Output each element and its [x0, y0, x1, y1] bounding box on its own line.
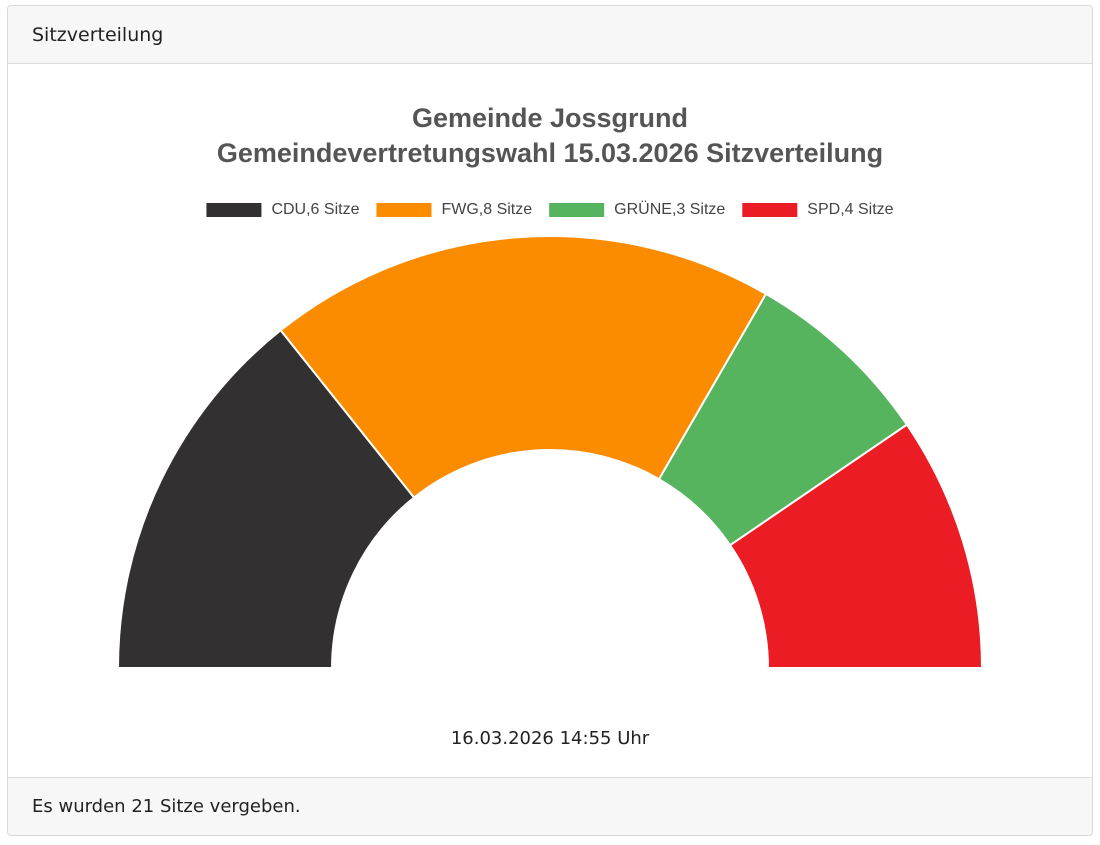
legend-label: GRÜNE,3 Sitze	[614, 200, 725, 218]
timestamp: 16.03.2026 14:55 Uhr	[451, 728, 650, 749]
legend-swatch	[742, 203, 798, 217]
chart-title: Gemeindevertretungswahl 15.03.2026 Sitzv…	[217, 138, 883, 168]
legend-label: CDU,6 Sitze	[271, 201, 359, 218]
card-header: Sitzverteilung	[8, 6, 1092, 64]
legend-swatch	[206, 203, 262, 217]
seat-wedge	[116, 328, 416, 669]
seat-wedge	[728, 423, 984, 669]
card: Sitzverteilung Es wurden 21 Sitze vergeb…	[7, 5, 1093, 836]
legend-swatch	[549, 203, 605, 217]
chart-title: Gemeinde Jossgrund	[412, 103, 688, 133]
legend-label: FWG,8 Sitze	[441, 201, 532, 218]
seat-wedge	[279, 235, 768, 499]
chart: Gemeinde Jossgrund Gemeindevertretungswa…	[116, 103, 984, 749]
legend-label: SPD,4 Sitze	[807, 201, 893, 218]
legend-swatch	[376, 203, 432, 217]
card-footer: Es wurden 21 Sitze vergeben.	[8, 777, 1092, 835]
